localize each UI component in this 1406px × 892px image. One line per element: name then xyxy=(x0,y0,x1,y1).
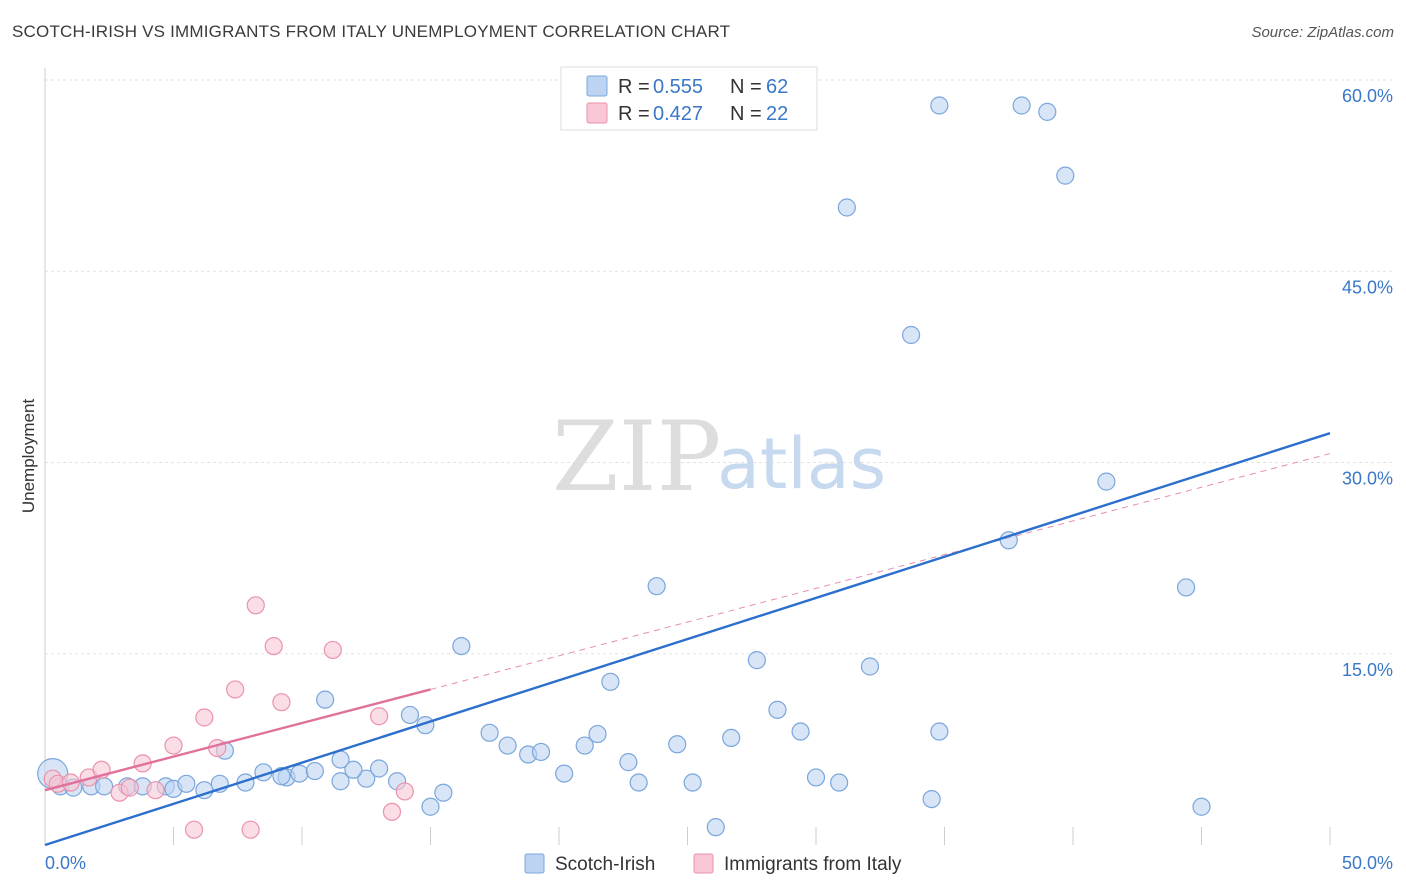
point-scotch-irish xyxy=(305,761,324,781)
legend-swatch-scotch-irish xyxy=(586,75,608,97)
point-scotch-irish xyxy=(531,742,551,762)
point-scotch-irish xyxy=(1038,102,1057,121)
point-scotch-irish xyxy=(930,722,949,741)
point-scotch-irish xyxy=(331,772,350,791)
point-scotch-irish xyxy=(290,764,309,783)
point-scotch-irish xyxy=(768,700,787,719)
legend-r-label: R = xyxy=(618,76,650,98)
y-axis-title: Unemployment xyxy=(19,399,38,514)
trend-layer xyxy=(430,453,1331,690)
point-italy xyxy=(246,596,265,615)
point-scotch-irish xyxy=(272,767,291,786)
point-scotch-irish xyxy=(575,736,594,755)
point-italy xyxy=(370,707,389,726)
bottom-legend-label: Immigrants from Italy xyxy=(724,854,902,875)
legend-r-label: R = xyxy=(618,103,650,125)
point-scotch-irish xyxy=(357,769,376,788)
point-italy xyxy=(272,693,291,712)
point-scotch-irish xyxy=(629,773,648,792)
point-scotch-irish xyxy=(806,768,826,787)
point-italy xyxy=(120,778,139,797)
legend-n-label: N = xyxy=(730,76,762,98)
point-scotch-irish xyxy=(331,750,350,769)
point-scotch-irish xyxy=(647,577,666,596)
bottom-legend: Scotch-Irish Immigrants from Italy xyxy=(524,853,902,875)
point-scotch-irish xyxy=(930,96,949,115)
bottom-legend-label: Scotch-Irish xyxy=(555,854,655,875)
point-scotch-irish xyxy=(370,759,389,778)
x-tick-label: 0.0% xyxy=(45,853,86,873)
axes-layer xyxy=(44,68,1331,845)
point-italy xyxy=(184,820,204,839)
y-tick-label: 60.0% xyxy=(1342,86,1393,106)
point-scotch-irish xyxy=(706,818,725,837)
point-italy xyxy=(323,640,342,660)
point-scotch-irish xyxy=(1097,472,1116,491)
legend-n-value: 62 xyxy=(766,76,788,98)
bottom-legend-swatch-scotch-irish xyxy=(524,853,545,874)
point-scotch-irish xyxy=(830,773,849,792)
legend-r-value: 0.427 xyxy=(653,103,703,125)
point-scotch-irish xyxy=(747,651,766,670)
point-scotch-irish xyxy=(901,325,921,345)
watermark-atlas: atlas xyxy=(717,423,886,505)
point-scotch-irish xyxy=(555,764,574,783)
point-scotch-irish xyxy=(316,690,335,709)
point-italy xyxy=(164,736,183,755)
point-scotch-irish xyxy=(480,723,499,742)
point-scotch-irish xyxy=(1056,166,1075,185)
y-tick-label: 30.0% xyxy=(1342,469,1393,489)
chart-title: SCOTCH-IRISH VS IMMIGRANTS FROM ITALY UN… xyxy=(12,22,731,41)
watermark-zip: ZIP xyxy=(552,401,721,513)
point-scotch-irish xyxy=(434,783,453,802)
point-italy xyxy=(395,782,414,801)
point-italy xyxy=(382,802,402,821)
point-scotch-irish xyxy=(1176,578,1196,597)
points-layer xyxy=(37,96,1331,847)
point-scotch-irish xyxy=(722,728,741,748)
point-scotch-irish xyxy=(668,735,687,754)
point-scotch-irish xyxy=(452,636,471,656)
y-tick-label: 15.0% xyxy=(1342,660,1393,680)
watermark: ZIP atlas xyxy=(552,401,886,513)
point-scotch-irish xyxy=(344,760,363,779)
point-scotch-irish xyxy=(95,777,114,796)
legend-n-label: N = xyxy=(730,103,762,125)
point-scotch-irish xyxy=(683,773,702,792)
point-scotch-irish xyxy=(619,753,638,772)
point-scotch-irish xyxy=(601,672,620,691)
point-italy xyxy=(146,781,165,800)
point-scotch-irish xyxy=(588,724,607,744)
legend: R = 0.555 N = 62 R = 0.427 N = 22 xyxy=(560,66,818,131)
source-credit: Source: ZipAtlas.com xyxy=(1251,24,1394,41)
point-scotch-irish xyxy=(791,722,810,741)
point-scotch-irish xyxy=(400,705,420,725)
point-scotch-irish xyxy=(498,736,517,755)
point-italy xyxy=(264,636,283,656)
y-tick-label: 45.0% xyxy=(1342,277,1393,297)
point-scotch-irish xyxy=(177,774,196,793)
point-scotch-irish xyxy=(1192,797,1211,816)
point-scotch-irish xyxy=(421,797,440,816)
point-scotch-irish xyxy=(922,789,941,809)
point-scotch-irish xyxy=(837,198,856,217)
legend-swatch-italy xyxy=(586,102,608,124)
trend-line-scotch-irish xyxy=(44,432,1331,847)
point-italy xyxy=(226,680,245,699)
tick-labels: 15.0% 30.0% 45.0% 60.0% 0.0% 50.0% xyxy=(45,86,1393,873)
point-scotch-irish xyxy=(1012,96,1031,115)
point-italy xyxy=(195,708,214,727)
legend-r-value: 0.555 xyxy=(653,76,703,98)
legend-n-value: 22 xyxy=(766,103,788,125)
point-italy xyxy=(208,738,227,758)
bottom-legend-swatch-italy xyxy=(693,853,714,874)
point-scotch-irish xyxy=(860,657,880,676)
trend-line-italy xyxy=(44,688,431,792)
point-italy xyxy=(241,820,260,839)
trend-line-extension xyxy=(430,453,1331,690)
x-tick-label: 50.0% xyxy=(1342,853,1393,873)
grid-layer xyxy=(45,79,1395,655)
